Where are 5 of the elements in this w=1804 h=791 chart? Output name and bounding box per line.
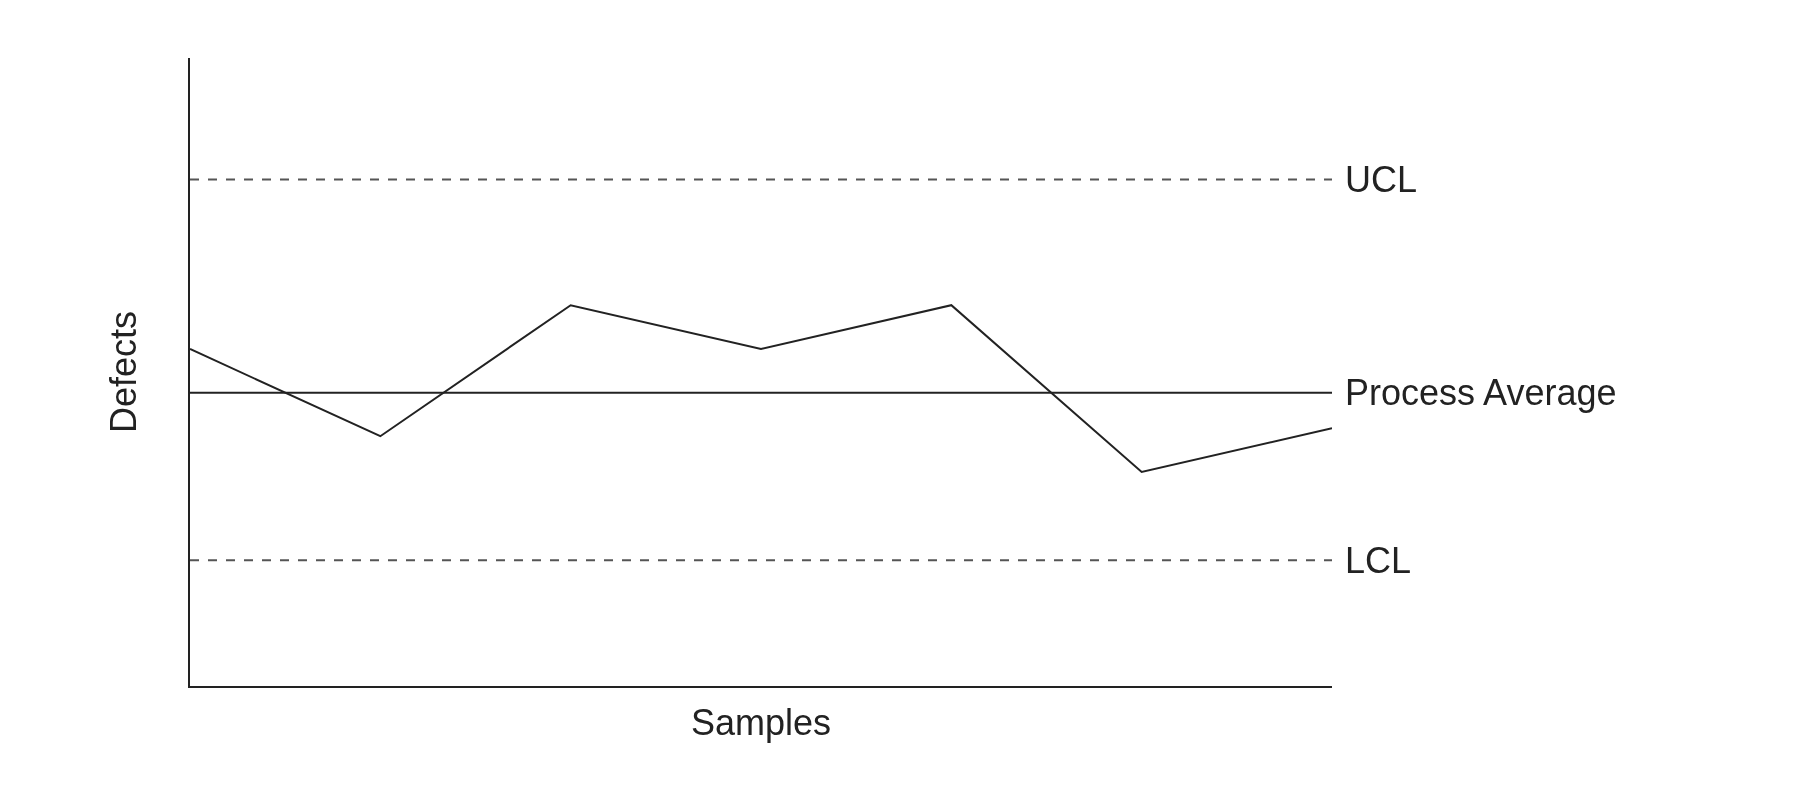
y-axis-title: Defects [103, 310, 145, 434]
ref-line-label: UCL [1345, 159, 1418, 200]
x-axis-title: Samples [690, 701, 832, 743]
ref-line-label: Process Average [1345, 372, 1617, 413]
ref-line-label: LCL [1345, 540, 1412, 581]
